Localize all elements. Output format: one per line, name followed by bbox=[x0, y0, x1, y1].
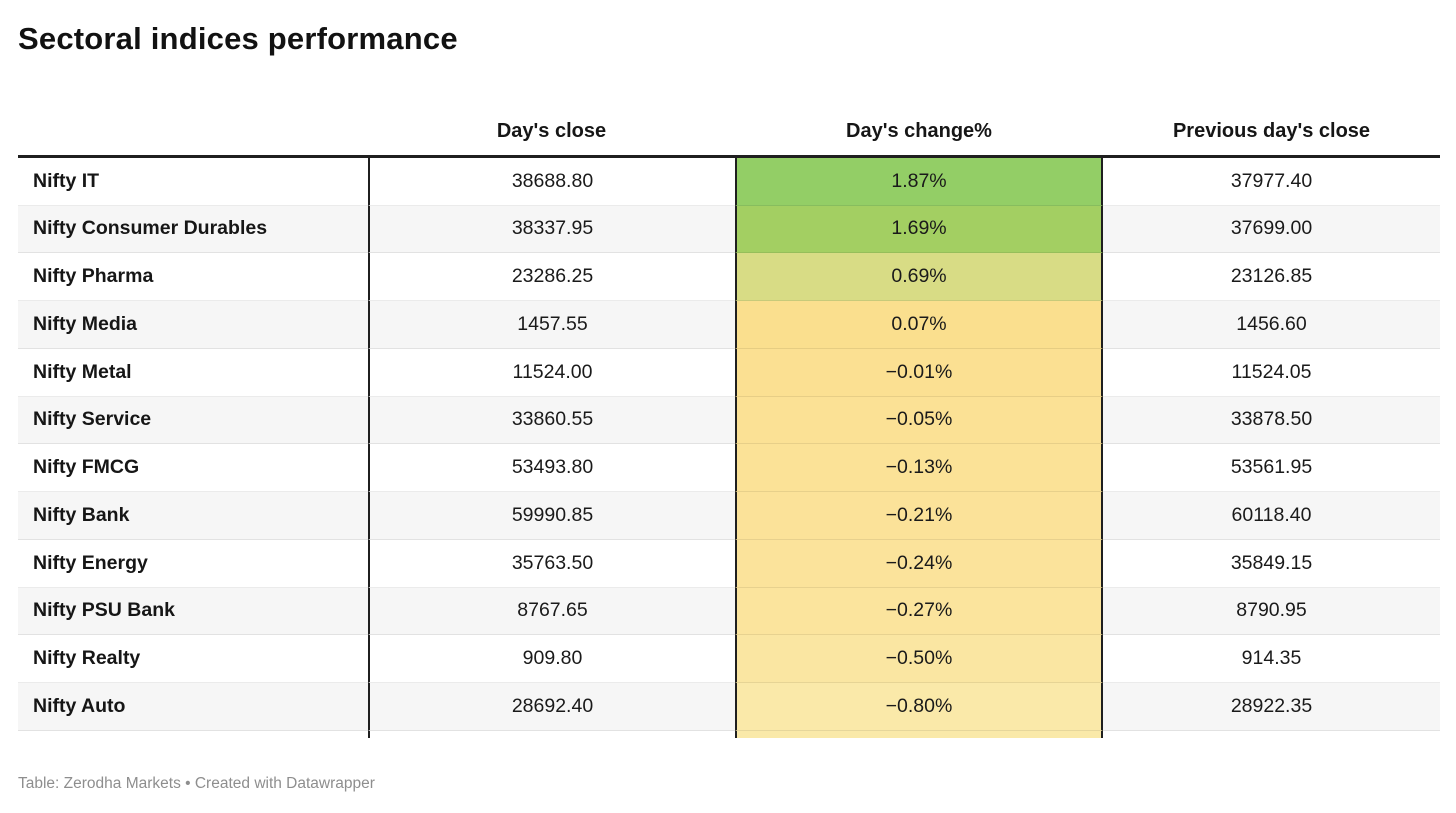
index-name-cell: Nifty Metal bbox=[18, 349, 368, 397]
days-close-cell: 35763.50 bbox=[368, 539, 735, 588]
index-name-cell: Nifty Bank bbox=[18, 492, 368, 540]
days-change-cell: 1.87% bbox=[735, 157, 1103, 206]
table-row: Nifty IT 38688.80 1.87% 37977.40 bbox=[18, 157, 1440, 206]
days-change-cell: −0.01% bbox=[735, 348, 1103, 397]
days-change-cell: 1.69% bbox=[735, 205, 1103, 254]
days-change-cell: −0.50% bbox=[735, 635, 1103, 683]
days-close-cell: 909.80 bbox=[368, 635, 735, 683]
table-row: Nifty Consumer Durables 38337.95 1.69% 3… bbox=[18, 205, 1440, 254]
index-name-cell: Nifty PSU Bank bbox=[18, 588, 368, 636]
days-close-cell: 8767.65 bbox=[368, 587, 735, 636]
overhang-spacer bbox=[368, 730, 735, 738]
previous-close-cell: 23126.85 bbox=[1103, 253, 1440, 301]
table-row: Nifty PSU Bank 8767.65 −0.27% 8790.95 bbox=[18, 587, 1440, 636]
days-change-cell: −0.80% bbox=[735, 683, 1103, 731]
days-close-cell: 38337.95 bbox=[368, 205, 735, 254]
previous-close-cell: 11524.05 bbox=[1103, 349, 1440, 397]
column-header-days-close: Day's close bbox=[496, 119, 607, 142]
table-row: Nifty Realty 909.80 −0.50% 914.35 bbox=[18, 635, 1440, 683]
overhang-spacer bbox=[18, 731, 368, 738]
previous-close-cell: 37977.40 bbox=[1103, 158, 1440, 206]
table-row: Nifty Metal 11524.00 −0.01% 11524.05 bbox=[18, 348, 1440, 397]
table-body: Nifty IT 38688.80 1.87% 37977.40 Nifty C… bbox=[18, 157, 1440, 731]
heatmap-column-overhang bbox=[18, 730, 1440, 738]
days-close-cell: 1457.55 bbox=[368, 301, 735, 349]
previous-close-cell: 8790.95 bbox=[1103, 588, 1440, 636]
table-row: Nifty FMCG 53493.80 −0.13% 53561.95 bbox=[18, 444, 1440, 492]
days-change-cell: −0.21% bbox=[735, 492, 1103, 540]
table-row: Nifty Service 33860.55 −0.05% 33878.50 bbox=[18, 396, 1440, 445]
days-change-cell: 0.07% bbox=[735, 301, 1103, 349]
overhang-spacer bbox=[1103, 731, 1440, 738]
table-header-row: Day's close Day's change% Previous day's… bbox=[18, 59, 1440, 158]
days-close-cell: 28692.40 bbox=[368, 683, 735, 731]
table-row: Nifty Energy 35763.50 −0.24% 35849.15 bbox=[18, 539, 1440, 588]
days-close-cell: 59990.85 bbox=[368, 492, 735, 540]
index-name-cell: Nifty Consumer Durables bbox=[18, 206, 368, 254]
page-title: Sectoral indices performance bbox=[18, 21, 458, 56]
previous-close-cell: 60118.40 bbox=[1103, 492, 1440, 540]
index-name-cell: Nifty Energy bbox=[18, 540, 368, 588]
table-row: Nifty Bank 59990.85 −0.21% 60118.40 bbox=[18, 492, 1440, 540]
index-name-cell: Nifty Realty bbox=[18, 635, 368, 683]
table-row: Nifty Media 1457.55 0.07% 1456.60 bbox=[18, 301, 1440, 349]
previous-close-cell: 35849.15 bbox=[1103, 540, 1440, 588]
previous-close-cell: 53561.95 bbox=[1103, 444, 1440, 492]
days-close-cell: 33860.55 bbox=[368, 396, 735, 445]
days-close-cell: 23286.25 bbox=[368, 253, 735, 301]
days-change-cell: −0.27% bbox=[735, 587, 1103, 636]
column-header-previous-close: Previous day's close bbox=[1172, 119, 1371, 142]
index-name-cell: Nifty Media bbox=[18, 301, 368, 349]
column-header-days-change: Day's change% bbox=[846, 119, 992, 142]
days-close-cell: 53493.80 bbox=[368, 444, 735, 492]
days-change-cell: 0.69% bbox=[735, 253, 1103, 301]
index-name-cell: Nifty FMCG bbox=[18, 444, 368, 492]
index-name-cell: Nifty Pharma bbox=[18, 253, 368, 301]
days-change-cell: −0.05% bbox=[735, 396, 1103, 445]
table-row: Nifty Auto 28692.40 −0.80% 28922.35 bbox=[18, 683, 1440, 731]
days-change-cell: −0.24% bbox=[735, 539, 1103, 588]
days-change-cell: −0.13% bbox=[735, 444, 1103, 492]
previous-close-cell: 1456.60 bbox=[1103, 301, 1440, 349]
overhang-change-column bbox=[735, 730, 1103, 738]
previous-close-cell: 33878.50 bbox=[1103, 397, 1440, 445]
days-close-cell: 11524.00 bbox=[368, 348, 735, 397]
table-row: Nifty Pharma 23286.25 0.69% 23126.85 bbox=[18, 253, 1440, 301]
column-header-index bbox=[18, 119, 368, 143]
previous-close-cell: 37699.00 bbox=[1103, 206, 1440, 254]
index-name-cell: Nifty Service bbox=[18, 397, 368, 445]
days-close-cell: 38688.80 bbox=[368, 157, 735, 206]
previous-close-cell: 28922.35 bbox=[1103, 683, 1440, 731]
attribution-text: Table: Zerodha Markets • Created with Da… bbox=[18, 774, 375, 792]
previous-close-cell: 914.35 bbox=[1103, 635, 1440, 683]
index-name-cell: Nifty IT bbox=[18, 158, 368, 206]
index-name-cell: Nifty Auto bbox=[18, 683, 368, 731]
